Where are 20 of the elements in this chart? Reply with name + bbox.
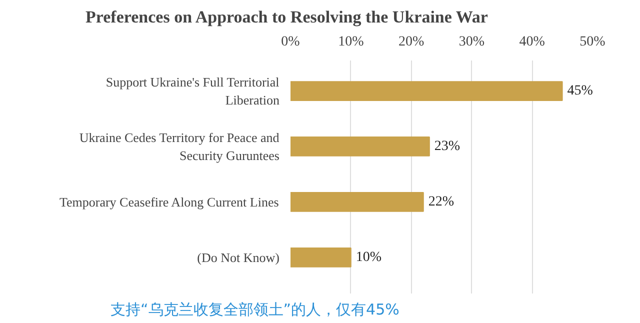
data-label: 23%: [434, 138, 460, 154]
y-tick-label: (Do Not Know): [197, 250, 280, 265]
x-tick-label: 20%: [398, 34, 424, 50]
bar: [290, 248, 352, 268]
data-label: 45%: [567, 84, 594, 99]
data-label: 22%: [428, 194, 454, 210]
x-tick-label: 0%: [281, 34, 300, 50]
bar: [290, 81, 563, 101]
data-label: 10%: [356, 250, 382, 265]
y-tick-label: Temporary Ceasefire Along Current Lines: [59, 194, 279, 210]
text: 支持“乌克兰收复全部领土”的人，仅有45%: [110, 300, 400, 318]
bar: [290, 136, 430, 156]
chart-title: Preferences on Approach to Resolving the Ukraine War: [86, 8, 488, 26]
x-tick-label: 40%: [519, 34, 546, 50]
x-tick-label: 50%: [580, 34, 606, 50]
y-tick-label: Support Ukraine's Full Territorial Liberation: [106, 74, 280, 108]
x-tick-label: 30%: [458, 34, 485, 50]
y-tick-label: Ukraine Cedes Territory for Peace and Security Guruntees: [79, 130, 280, 163]
bar: [290, 192, 424, 212]
x-tick-label: 10%: [338, 34, 364, 50]
